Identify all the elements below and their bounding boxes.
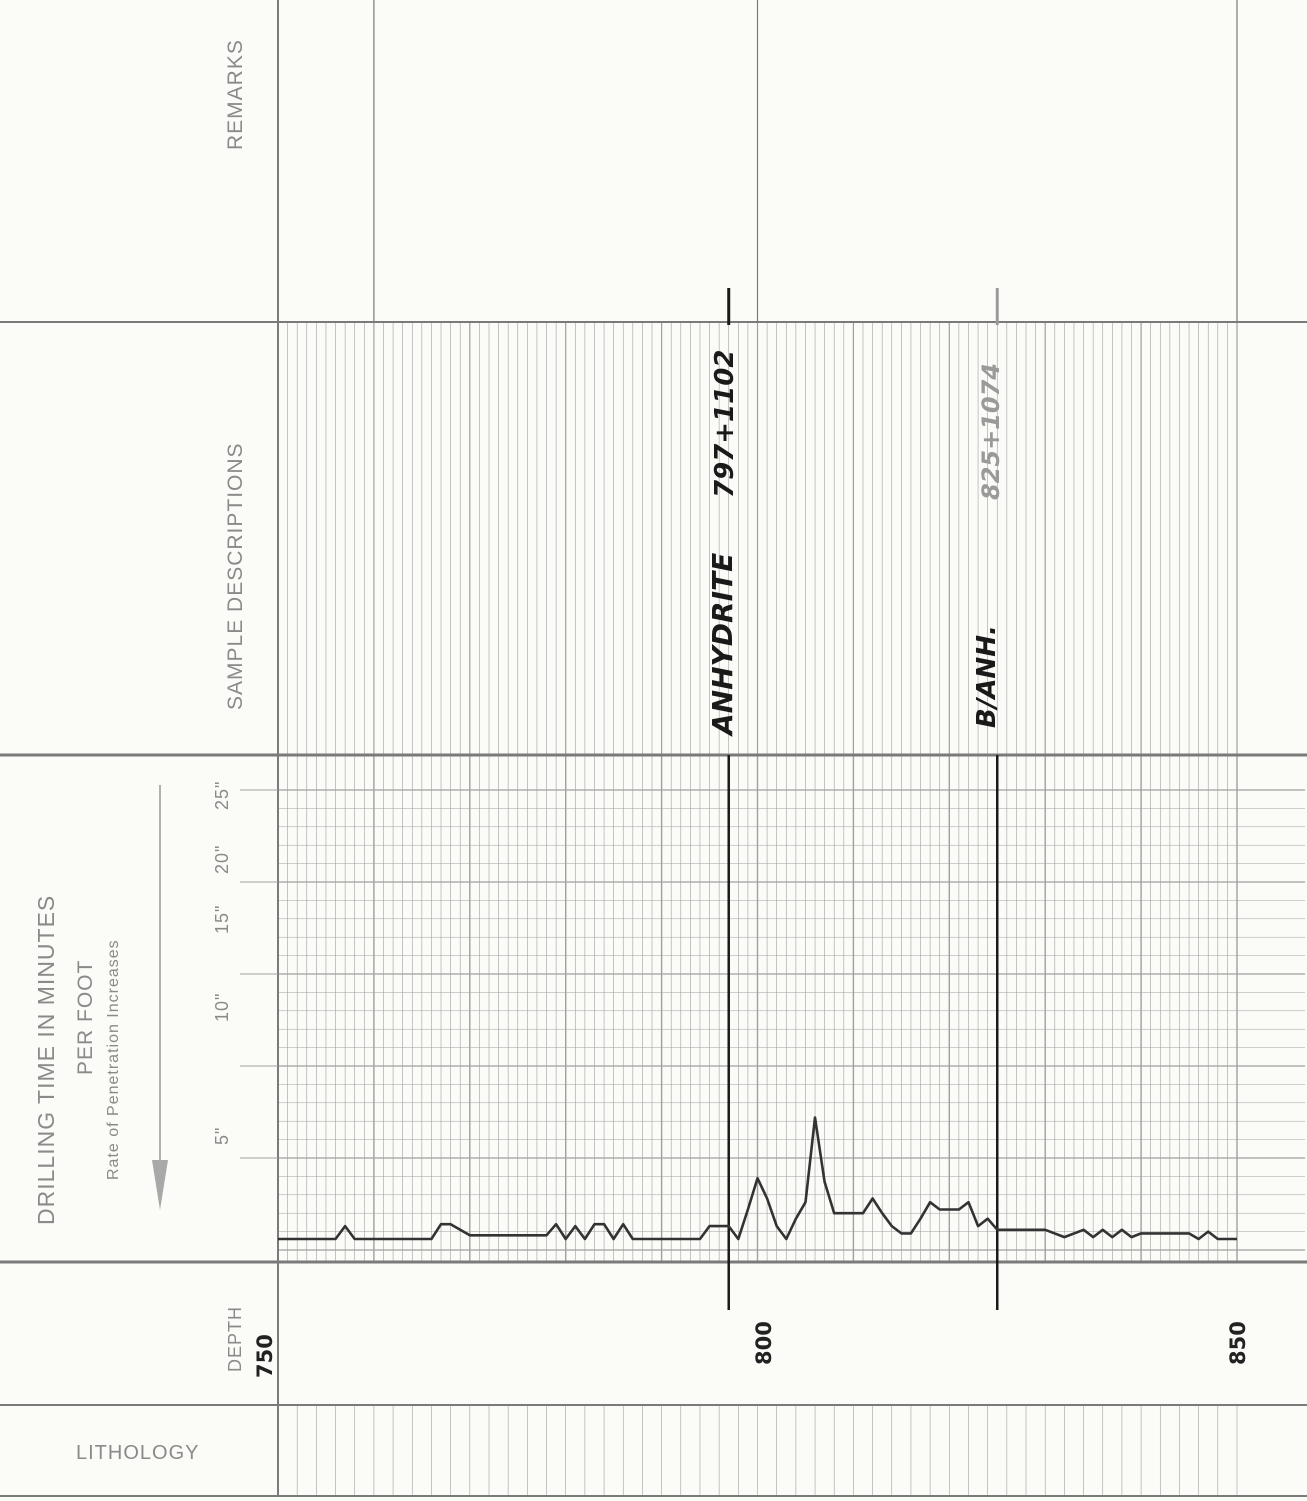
depth-label-850: 850	[1226, 1321, 1250, 1365]
anhydrite-base-label: B/ANH.	[972, 625, 1002, 728]
drilling-time-subtitle: PER FOOT	[74, 959, 97, 1075]
depth-header: DEPTH	[225, 1305, 245, 1372]
depth-label-800: 800	[752, 1321, 776, 1365]
penetration-arrow-head	[152, 1160, 168, 1210]
lithology-header: LITHOLOGY	[76, 1442, 200, 1464]
scale-tick-10: 10"	[212, 992, 232, 1022]
sample-descriptions-header: SAMPLE DESCRIPTIONS	[224, 442, 247, 710]
anhydrite-top-label: ANHYDRITE	[706, 552, 739, 735]
drilling-time-title: DRILLING TIME IN MINUTES	[33, 894, 59, 1225]
scale-tick-25: 25"	[212, 780, 232, 810]
scale-tick-20: 20"	[212, 844, 232, 874]
scale-tick-5: 5"	[212, 1126, 232, 1145]
rate-of-penetration-note: Rate of Penetration Increases	[105, 939, 122, 1180]
anhydrite-base-value: 825+1074	[977, 362, 1005, 500]
depth-label-750: 750	[253, 1334, 277, 1378]
remarks-header: REMARKS	[224, 39, 247, 150]
anhydrite-top-value: 797+1102	[710, 349, 740, 498]
drilling-time-curve	[278, 1116, 1237, 1241]
scale-tick-15: 15"	[212, 904, 232, 934]
